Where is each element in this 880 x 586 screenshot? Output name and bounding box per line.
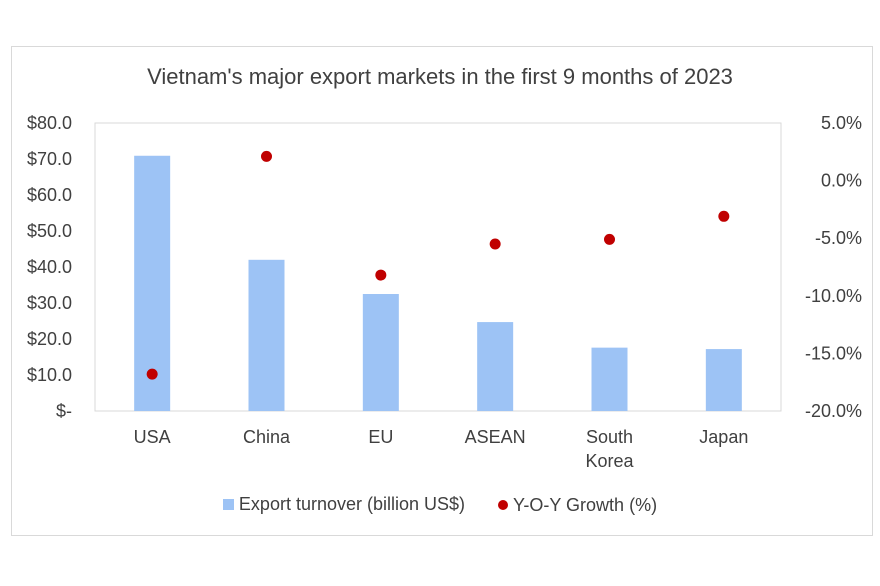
bar-usa bbox=[134, 155, 171, 411]
legend-bar-swatch bbox=[222, 499, 234, 510]
legend-label-growth: Y-O-Y Growth (%) bbox=[513, 494, 658, 515]
legend-item-growth: Y-O-Y Growth (%) bbox=[498, 495, 657, 516]
legend-dot-swatch bbox=[498, 500, 509, 510]
y-left-tick-label: $50.0 bbox=[27, 221, 72, 241]
bar-south-korea bbox=[591, 347, 628, 411]
bar-japan bbox=[705, 349, 742, 411]
x-category-label: Japan bbox=[699, 427, 748, 447]
chart-legend: Export turnover (billion US$) Y-O-Y Grow… bbox=[0, 494, 880, 516]
y-left-tick-label: $30.0 bbox=[27, 293, 72, 313]
y-left-tick-label: $70.0 bbox=[27, 149, 72, 169]
y-left-tick-label: $80.0 bbox=[27, 113, 72, 133]
point-japan bbox=[718, 210, 730, 222]
y-left-tick-label: $20.0 bbox=[27, 329, 72, 349]
y-right-tick-label: -15.0% bbox=[805, 343, 862, 363]
bar-asean bbox=[477, 322, 514, 411]
legend-item-export: Export turnover (billion US$) bbox=[222, 494, 466, 515]
point-asean bbox=[489, 238, 501, 250]
y-right-tick-label: -5.0% bbox=[815, 228, 862, 248]
x-category-label: USA bbox=[134, 427, 171, 447]
y-left-tick-label: $40.0 bbox=[27, 257, 72, 277]
chart-title: Vietnam's major export markets in the fi… bbox=[147, 64, 733, 89]
point-south-korea bbox=[604, 233, 615, 245]
plot-area-border bbox=[94, 122, 782, 412]
y-left-tick-label: $- bbox=[56, 401, 72, 421]
point-eu bbox=[375, 269, 387, 281]
point-usa bbox=[146, 368, 158, 380]
y-left-tick-label: $10.0 bbox=[27, 365, 72, 385]
point-china bbox=[261, 150, 272, 162]
y-left-tick-label: $60.0 bbox=[27, 185, 72, 205]
y-right-tick-label: 0.0% bbox=[821, 171, 862, 191]
y-right-tick-label: 5.0% bbox=[821, 113, 862, 133]
x-category-label: China bbox=[243, 427, 291, 447]
bar-china bbox=[248, 259, 285, 411]
y-right-tick-label: -10.0% bbox=[805, 286, 862, 306]
y-right-tick-label: -20.0% bbox=[805, 401, 862, 421]
legend-label-export: Export turnover (billion US$) bbox=[238, 494, 466, 514]
x-category-label: EU bbox=[368, 427, 393, 447]
x-category-label: ASEAN bbox=[465, 427, 526, 447]
bar-eu bbox=[362, 294, 399, 411]
x-category-label: South Korea bbox=[585, 427, 634, 471]
